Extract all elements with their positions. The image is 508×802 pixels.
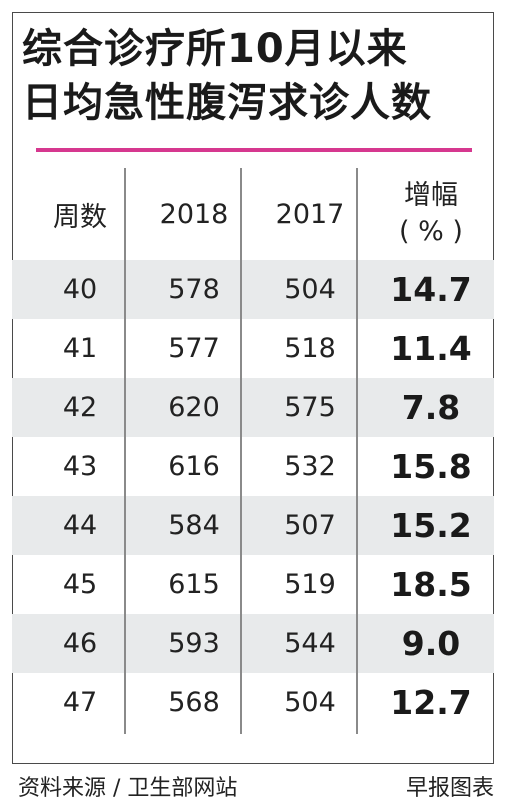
cell-2018: 593 [168, 628, 220, 659]
cell-week: 42 [62, 392, 98, 423]
cell-2017: 544 [284, 628, 336, 659]
table-row: 40 578 504 14.7 [12, 260, 494, 319]
cell-2018: 577 [168, 333, 220, 364]
cell-2018: 578 [168, 274, 220, 305]
cell-change: 14.7 [390, 270, 472, 309]
title-line-2: 日均急性腹泻求诊人数 [22, 80, 432, 126]
cell-week: 44 [62, 510, 98, 541]
chart-title: 综合诊疗所10月以来 日均急性腹泻求诊人数 [22, 22, 472, 130]
cell-2017: 532 [284, 451, 336, 482]
cell-2018: 568 [168, 687, 220, 718]
table-row: 41 577 518 11.4 [12, 319, 494, 378]
header-change-unit: ( % ) [399, 216, 463, 247]
source-note: 资料来源 / 卫生部网站 [18, 776, 238, 801]
cell-week: 45 [62, 569, 98, 600]
cell-2018: 616 [168, 451, 220, 482]
cell-change: 11.4 [390, 329, 472, 368]
cell-2017: 504 [284, 274, 336, 305]
table-row: 42 620 575 7.8 [12, 378, 494, 437]
header-change-label: 增幅 [404, 180, 458, 211]
cell-change: 15.2 [390, 506, 472, 545]
table-row: 47 568 504 12.7 [12, 673, 494, 732]
cell-2018: 584 [168, 510, 220, 541]
table-body: 40 578 504 14.7 41 577 518 11.4 42 620 575 7.8 43 616… [12, 260, 494, 732]
table-row: 46 593 544 9.0 [12, 614, 494, 673]
column-divider-1 [124, 168, 126, 734]
cell-change: 12.7 [390, 683, 472, 722]
cell-week: 47 [62, 687, 98, 718]
cell-2017: 518 [284, 333, 336, 364]
column-divider-3 [356, 168, 358, 734]
cell-2017: 507 [284, 510, 336, 541]
title-line-1: 综合诊疗所10月以来 [22, 26, 408, 72]
cell-week: 41 [62, 333, 98, 364]
table-row: 44 584 507 15.2 [12, 496, 494, 555]
cell-change: 9.0 [401, 624, 461, 663]
header-change: 增幅 ( % ) [368, 168, 494, 260]
cell-week: 43 [62, 451, 98, 482]
column-divider-2 [240, 168, 242, 734]
credit-note: 早报图表 [405, 776, 494, 801]
cell-change: 18.5 [390, 565, 472, 604]
cell-change: 15.8 [390, 447, 472, 486]
table-header-row: 周数 2018 2017 增幅 ( % ) [12, 168, 494, 260]
table-row: 43 616 532 15.8 [12, 437, 494, 496]
cell-2018: 615 [168, 569, 220, 600]
header-2018: 2018 [159, 198, 229, 230]
cell-2017: 575 [284, 392, 336, 423]
cell-2017: 519 [284, 569, 336, 600]
data-table: 周数 2018 2017 增幅 ( % ) 40 578 504 14.7 41 577 5… [12, 168, 494, 732]
header-week: 周数 [53, 201, 107, 233]
header-2017: 2017 [275, 198, 345, 230]
cell-week: 46 [62, 628, 98, 659]
cell-2018: 620 [168, 392, 220, 423]
table-row: 45 615 519 18.5 [12, 555, 494, 614]
cell-week: 40 [62, 274, 98, 305]
title-underline [36, 148, 472, 152]
cell-change: 7.8 [401, 388, 461, 427]
cell-2017: 504 [284, 687, 336, 718]
